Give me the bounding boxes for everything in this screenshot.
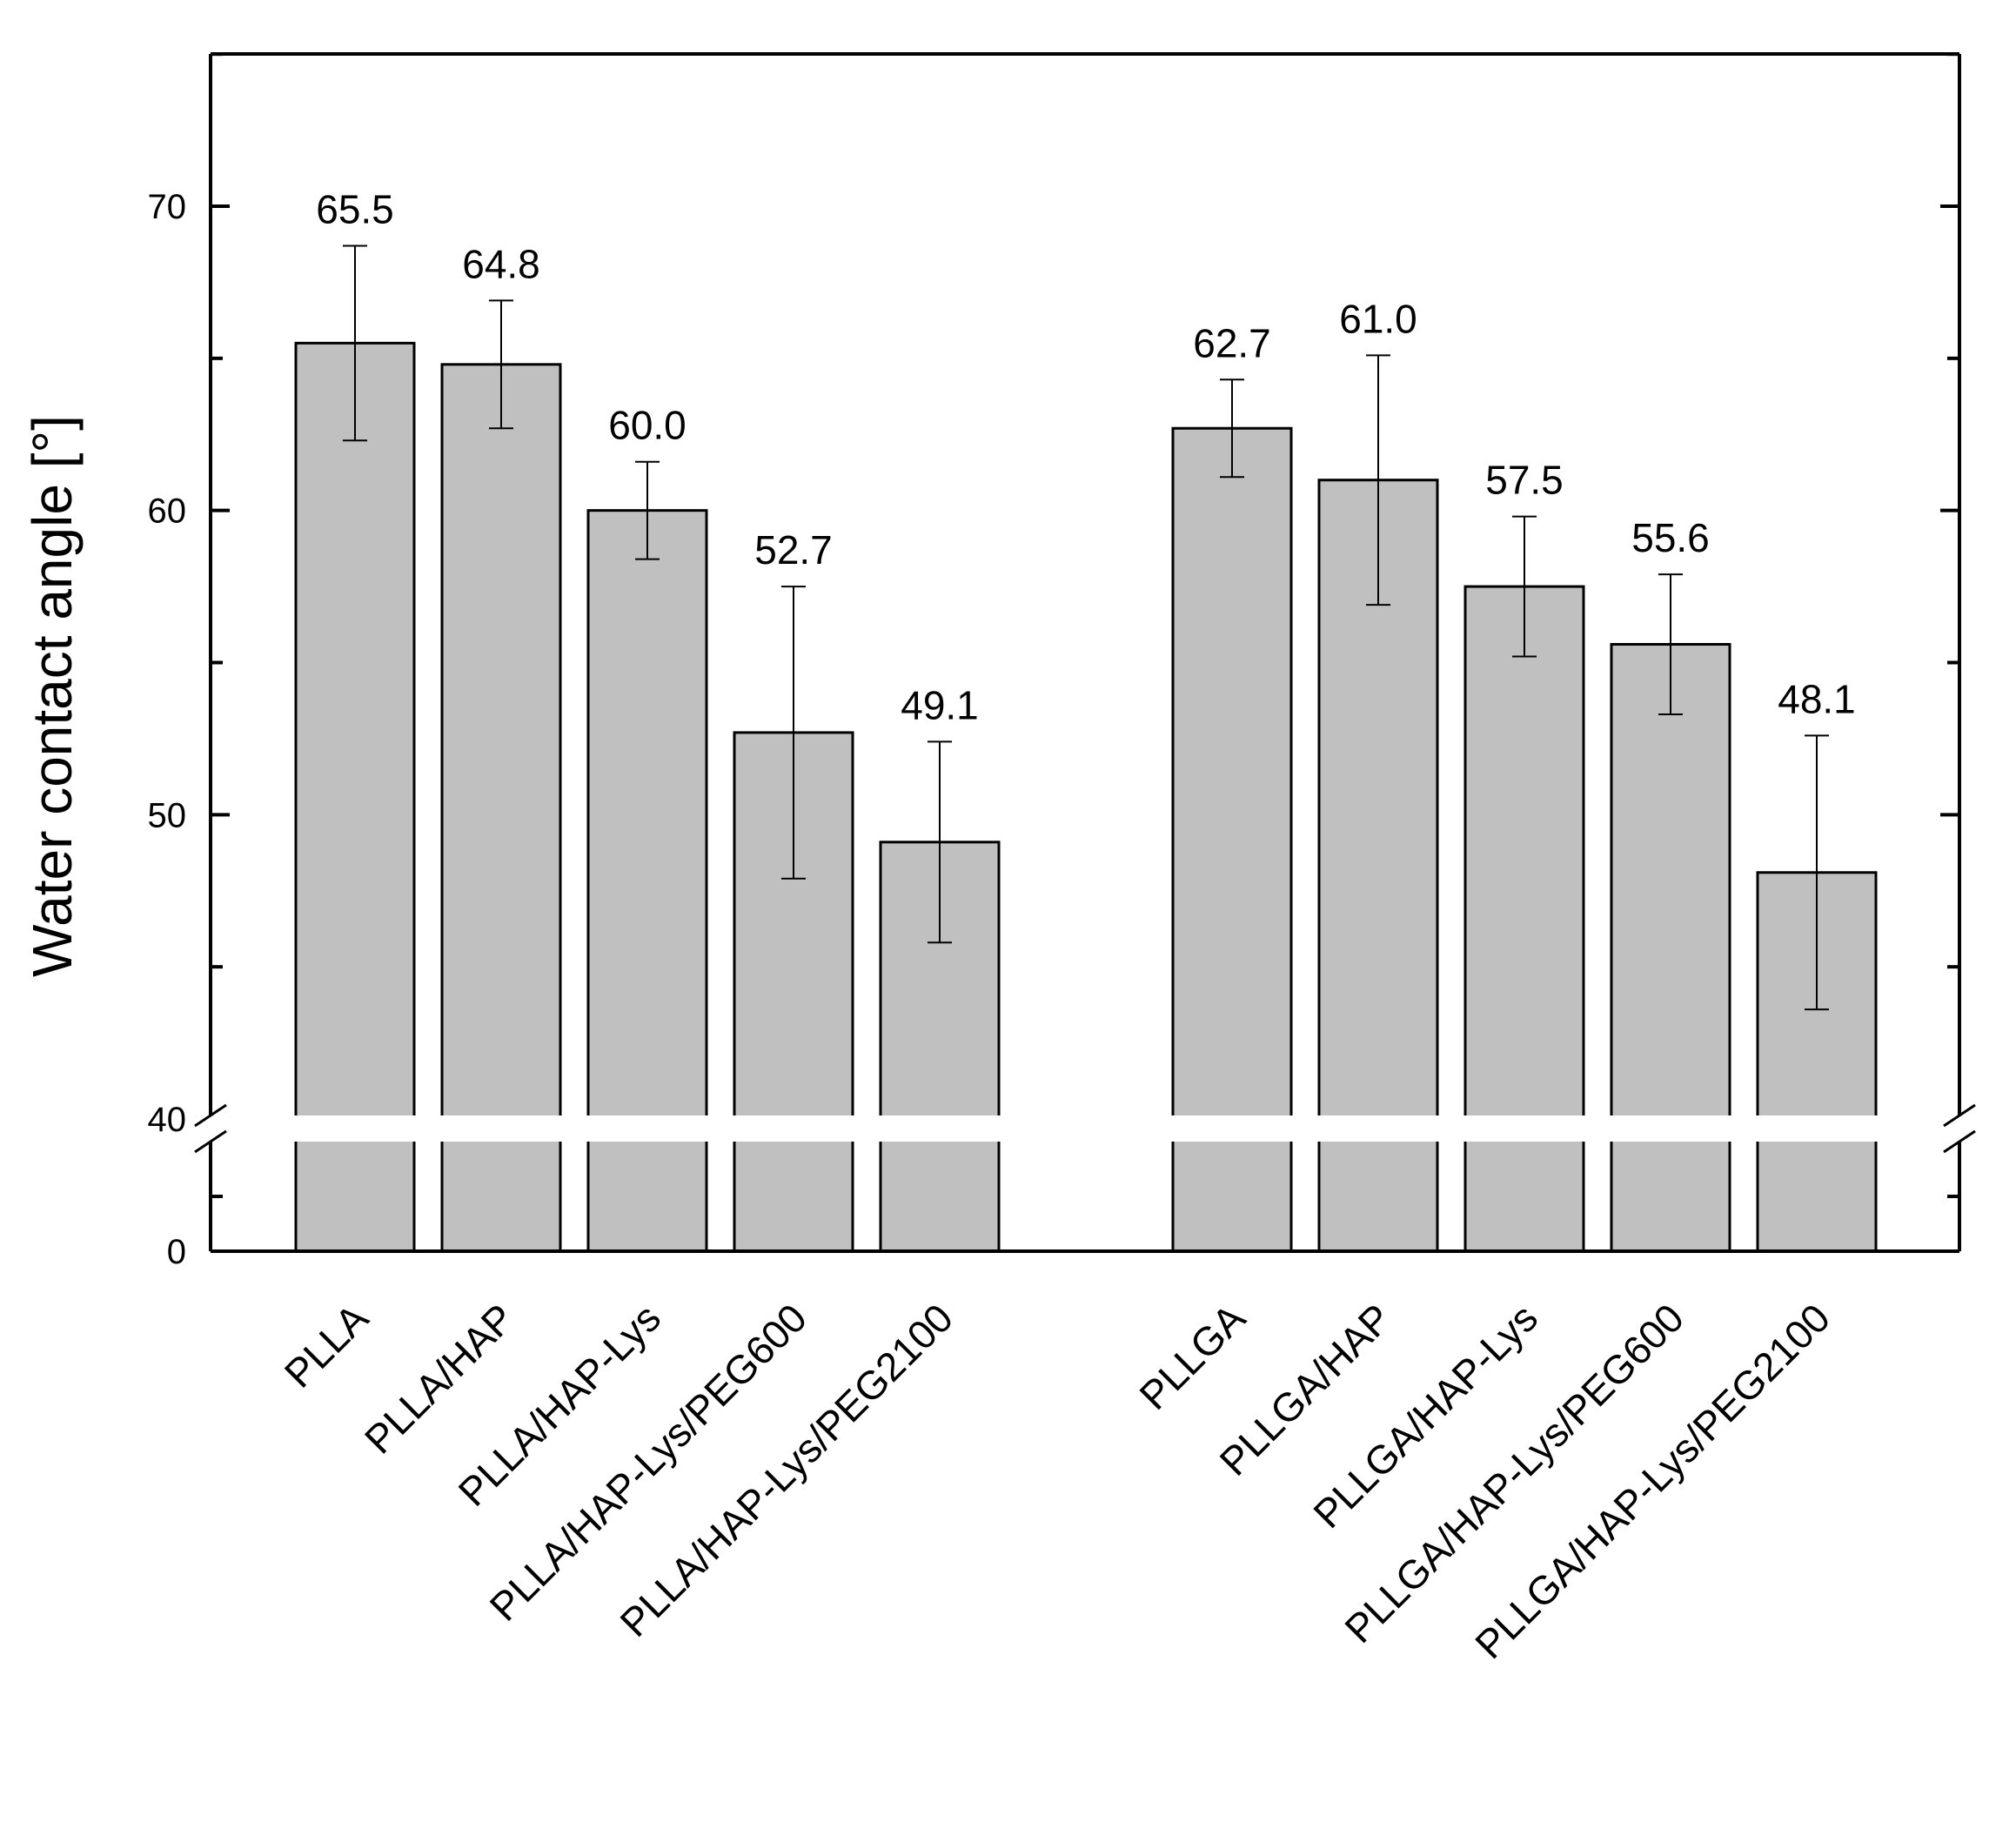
axis-break-mark	[1943, 1129, 1976, 1154]
category-label: PLLGA	[1130, 1295, 1254, 1418]
y-tick-label: 40	[148, 1101, 187, 1139]
axis-break-gap	[1168, 1115, 1296, 1142]
value-label: 61.0	[1339, 296, 1417, 341]
value-label: 55.6	[1631, 515, 1710, 560]
bar-5	[1171, 426, 1293, 1253]
value-label: 65.5	[316, 186, 394, 231]
bar-1	[440, 363, 562, 1253]
axis-break-gap	[291, 1115, 419, 1142]
axis-break-gap	[437, 1115, 566, 1142]
y-tick-label: 0	[167, 1233, 186, 1271]
category-label: PLLA	[276, 1295, 378, 1397]
value-label: 64.8	[462, 241, 540, 286]
y-axis-title: Water contact angle [°]	[21, 415, 84, 977]
axis-break-mark	[1943, 1103, 1976, 1128]
axis-break-gap	[729, 1115, 858, 1142]
y-tick-label: 70	[148, 188, 187, 226]
axis-break-gap	[1752, 1115, 1881, 1142]
value-label: 52.7	[754, 527, 833, 573]
axis-break-mark	[194, 1129, 227, 1154]
axis-break-gap	[583, 1115, 712, 1142]
axis-break-gap	[1314, 1115, 1443, 1142]
value-label: 48.1	[1778, 676, 1856, 721]
axis-break-gap	[1606, 1115, 1735, 1142]
axis-break-gap	[1460, 1115, 1589, 1142]
y-tick-label: 50	[148, 796, 187, 834]
value-label: 62.7	[1193, 320, 1271, 365]
value-label: 57.5	[1485, 458, 1564, 503]
axis-break-gap	[875, 1115, 1004, 1142]
bar-7	[1463, 585, 1585, 1253]
bar-0	[294, 341, 416, 1253]
value-label: 60.0	[608, 403, 687, 448]
y-tick-label: 60	[148, 492, 187, 531]
bar-8	[1610, 643, 1731, 1253]
value-label: 49.1	[901, 682, 979, 727]
axis-break-mark	[194, 1103, 227, 1128]
